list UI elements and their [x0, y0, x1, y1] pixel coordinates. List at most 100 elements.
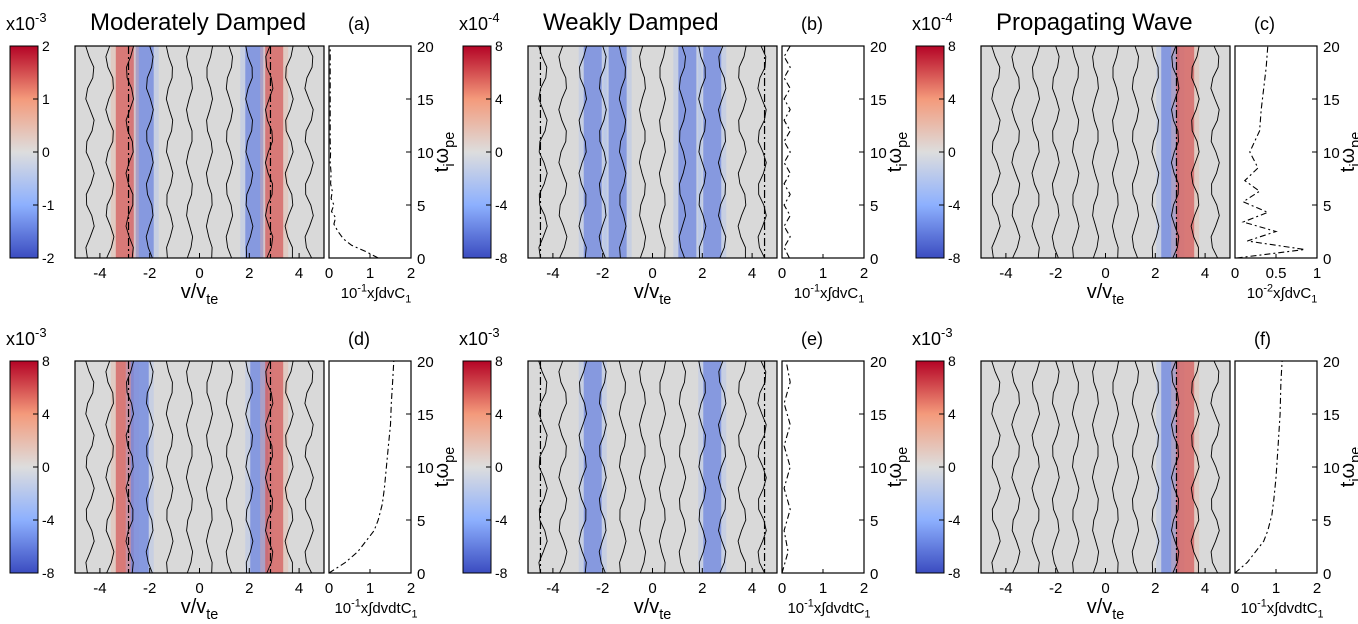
x-tick-label: -4 — [93, 580, 106, 597]
colorbar-exponent: x10-3 — [6, 325, 47, 349]
contour-line — [558, 46, 568, 258]
ridge-band — [1176, 361, 1195, 573]
colorbar-tick-label: -4 — [948, 197, 961, 213]
contour-line — [598, 46, 607, 258]
y-tick-label: 10 — [417, 460, 434, 477]
x-tick-label: 4 — [748, 265, 756, 282]
contour-line — [1031, 46, 1041, 258]
side-x-tick-label: 0 — [325, 265, 333, 282]
x-axis-label: v/vte — [181, 281, 219, 308]
colorbar-tick-label: -4 — [948, 512, 961, 528]
colorbar-tick-label: 2 — [42, 38, 50, 54]
colorbar-tick-label: 0 — [42, 144, 50, 160]
panel-tag: (a) — [348, 14, 370, 34]
ridge-band — [583, 361, 602, 573]
contour-line — [698, 361, 707, 573]
x-tick-label: -4 — [999, 265, 1012, 282]
side-x-tick-label: 1 — [819, 580, 827, 597]
contour-line — [165, 46, 174, 258]
contour-line — [85, 361, 95, 573]
colorbar-tick-label: 0 — [495, 144, 503, 160]
contour-line — [304, 46, 314, 258]
contour-line — [598, 361, 607, 573]
side-x-tick-label: 0 — [778, 580, 786, 597]
x-tick-label: 4 — [295, 580, 303, 597]
colorbar-tick-label: -8 — [948, 565, 961, 581]
x-tick-label: -2 — [596, 580, 609, 597]
x-tick-label: 2 — [698, 265, 706, 282]
colorbar-tick-label: 4 — [948, 91, 956, 107]
heatmap-structures — [991, 46, 1220, 258]
colorbar-exponent: x10-3 — [6, 10, 47, 34]
side-x-label: 10-1x∫dvdtC1 — [334, 597, 417, 620]
contour-line — [1111, 46, 1120, 258]
contour-line — [185, 46, 194, 258]
x-axis-label: v/vte — [634, 281, 672, 308]
colorbar-tick-label: -8 — [948, 250, 961, 266]
colorbar-tick-label: 4 — [948, 406, 956, 422]
x-tick-label: 0 — [195, 580, 203, 597]
y-axis-label: tiωpe — [1337, 447, 1358, 487]
y-tick-label: 20 — [417, 39, 434, 56]
contour-line — [205, 361, 214, 573]
contour-line — [165, 361, 174, 573]
x-tick-label: -2 — [596, 265, 609, 282]
contour-line — [678, 46, 687, 258]
ridge-halo — [110, 46, 139, 258]
ridge-halo — [1171, 361, 1200, 573]
x-tick-label: -4 — [546, 580, 559, 597]
side-plot-frame — [1234, 360, 1318, 574]
colorbar-tick-label: 8 — [948, 38, 956, 54]
colorbar-tick-label: -4 — [495, 197, 508, 213]
contour-line — [1071, 361, 1080, 573]
y-axis-label-group: tiωpe — [1337, 132, 1358, 172]
side-x-tick-label: 1 — [366, 265, 374, 282]
side-x-label: 10-1x∫dvdtC1 — [787, 597, 870, 620]
panel-title: Weakly Damped — [543, 9, 719, 36]
contour-line — [558, 361, 568, 573]
contour-line — [1170, 361, 1180, 573]
side-x-tick-label: 0 — [1231, 265, 1239, 282]
contour-line — [757, 361, 767, 573]
contour-line — [538, 361, 548, 573]
side-x-tick-label: 2 — [1313, 580, 1321, 597]
ridge-halo — [260, 46, 289, 258]
ridge-halo — [1171, 46, 1200, 258]
side-x-tick-label: 2 — [407, 265, 415, 282]
contour-line — [205, 46, 214, 258]
ridge-halo — [125, 361, 154, 573]
contour-line — [578, 361, 588, 573]
colorbar-tick-label: 0 — [495, 459, 503, 475]
colorbar-tick-label: -8 — [42, 565, 55, 581]
ridge-band — [1176, 46, 1195, 258]
y-tick-label: 5 — [870, 198, 878, 215]
contour-line — [304, 361, 314, 573]
contour-line — [225, 361, 234, 573]
colorbar-tick-label: -2 — [42, 250, 55, 266]
ridge-band — [583, 46, 602, 258]
contour-line — [1151, 46, 1160, 258]
contour-line — [618, 46, 627, 258]
colorbar-tick-label: 8 — [948, 353, 956, 369]
y-tick-label: 0 — [870, 251, 878, 268]
x-tick-label: -4 — [93, 265, 106, 282]
ridge-band — [703, 361, 722, 573]
y-tick-label: 20 — [1323, 39, 1340, 56]
colorbar-exponent: x10-3 — [912, 325, 953, 349]
panel-tag: (c) — [1254, 14, 1275, 34]
x-tick-label: 2 — [1151, 580, 1159, 597]
contour-line — [1131, 46, 1140, 258]
y-tick-label: 15 — [870, 407, 887, 424]
contour-line — [658, 361, 667, 573]
contour-line — [618, 361, 627, 573]
contour-line — [284, 361, 294, 573]
side-x-label: 10-2x∫dvC1 — [1247, 282, 1318, 305]
side-x-tick-label: 1 — [366, 580, 374, 597]
contour-line — [185, 361, 194, 573]
y-tick-label: 0 — [417, 566, 425, 583]
ridge-band — [130, 361, 149, 573]
side-x-label: 10-1x∫dvC1 — [341, 282, 412, 305]
